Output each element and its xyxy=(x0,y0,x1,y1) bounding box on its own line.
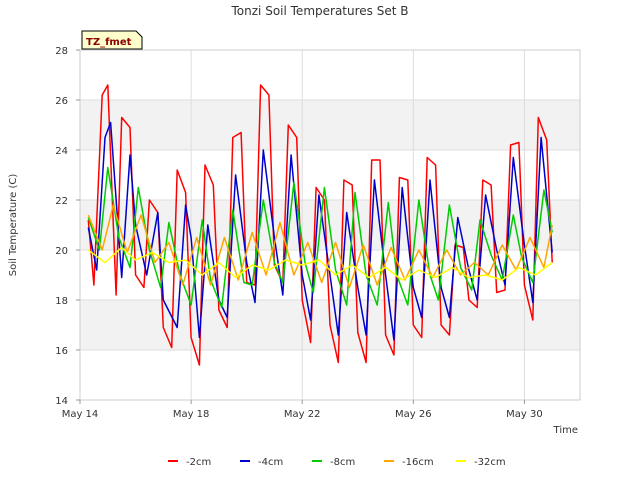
y-tick-label: 28 xyxy=(55,46,68,57)
x-tick-label: May 26 xyxy=(395,409,432,420)
legend-label: -8cm xyxy=(330,457,355,468)
y-tick-label: 24 xyxy=(55,146,68,157)
badge-label: TZ_fmet xyxy=(86,37,132,48)
y-tick-label: 22 xyxy=(55,196,68,207)
plot-frame xyxy=(79,49,581,401)
y-tick-label: 16 xyxy=(55,346,68,357)
y-axis-ticks: 14 16 18 20 22 24 26 28 xyxy=(55,46,80,407)
badge-shape xyxy=(81,30,143,50)
legend: -2cm -4cm -8cm -16cm -32cm xyxy=(168,457,506,468)
x-tick-label: May 14 xyxy=(62,409,99,420)
chart-title: Tonzi Soil Temperatures Set B xyxy=(231,4,409,18)
series-line-2cm xyxy=(87,84,553,366)
legend-label: -32cm xyxy=(474,457,506,468)
series-line-4cm xyxy=(87,121,553,341)
y-axis-title: Soil Temperature (C) xyxy=(8,174,19,277)
y-tick-label: 18 xyxy=(55,296,68,307)
y-tick-label: 14 xyxy=(55,396,68,407)
x-tick-label: May 18 xyxy=(173,409,210,420)
series-lines xyxy=(87,84,553,366)
plot-band xyxy=(80,100,580,150)
x-tick-label: May 30 xyxy=(506,409,543,420)
x-axis-ticks: May 14 May 18 May 22 May 26 May 30 xyxy=(62,400,543,420)
y-tick-label: 20 xyxy=(55,246,68,257)
x-tick-label: May 22 xyxy=(284,409,321,420)
station-badge: TZ_fmet xyxy=(81,30,143,50)
x-axis-title: Time xyxy=(553,425,578,436)
legend-label: -4cm xyxy=(258,457,283,468)
series-line-16cm xyxy=(87,204,553,289)
series-line-8cm xyxy=(87,166,553,309)
legend-label: -16cm xyxy=(402,457,434,468)
legend-label: -2cm xyxy=(186,457,211,468)
series-line-32cm xyxy=(87,246,553,281)
y-tick-label: 26 xyxy=(55,96,68,107)
